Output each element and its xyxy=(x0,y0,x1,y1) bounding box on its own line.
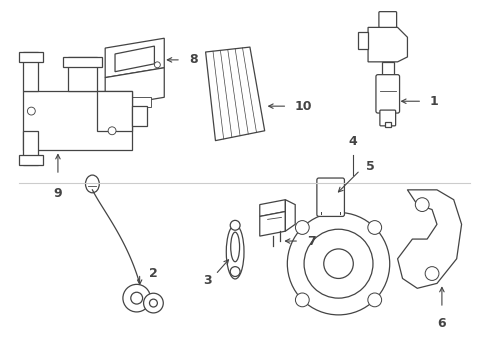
Polygon shape xyxy=(105,68,164,107)
Bar xyxy=(384,122,390,127)
Circle shape xyxy=(108,127,116,135)
Text: 10: 10 xyxy=(294,100,311,113)
Polygon shape xyxy=(23,131,38,165)
Ellipse shape xyxy=(230,232,239,262)
FancyBboxPatch shape xyxy=(379,110,395,126)
Text: 4: 4 xyxy=(348,135,357,148)
Circle shape xyxy=(304,229,372,298)
Circle shape xyxy=(143,293,163,313)
FancyBboxPatch shape xyxy=(316,178,344,216)
Polygon shape xyxy=(367,27,407,62)
Circle shape xyxy=(149,299,157,307)
Polygon shape xyxy=(259,212,285,236)
Polygon shape xyxy=(397,190,461,288)
Circle shape xyxy=(230,220,240,230)
Text: 5: 5 xyxy=(366,160,374,173)
Polygon shape xyxy=(23,91,131,150)
Circle shape xyxy=(323,249,352,278)
FancyBboxPatch shape xyxy=(378,12,396,27)
Polygon shape xyxy=(68,57,97,91)
Polygon shape xyxy=(97,91,131,131)
Circle shape xyxy=(122,284,150,312)
Circle shape xyxy=(130,292,142,304)
Polygon shape xyxy=(19,156,43,165)
Circle shape xyxy=(295,293,308,307)
Polygon shape xyxy=(23,52,38,91)
Polygon shape xyxy=(285,200,295,231)
Text: 1: 1 xyxy=(428,95,437,108)
Bar xyxy=(381,62,393,77)
Circle shape xyxy=(414,198,428,212)
Polygon shape xyxy=(358,32,367,49)
Text: 8: 8 xyxy=(188,53,197,66)
Circle shape xyxy=(287,212,389,315)
Circle shape xyxy=(27,107,35,115)
Text: 7: 7 xyxy=(306,235,315,248)
Circle shape xyxy=(295,221,308,234)
Polygon shape xyxy=(259,200,285,216)
Text: 9: 9 xyxy=(54,187,62,200)
Text: 2: 2 xyxy=(149,267,158,280)
Circle shape xyxy=(230,267,240,276)
Polygon shape xyxy=(105,38,164,78)
Circle shape xyxy=(424,267,438,280)
Circle shape xyxy=(367,293,381,307)
Polygon shape xyxy=(19,52,43,62)
Polygon shape xyxy=(63,57,102,67)
Circle shape xyxy=(367,221,381,234)
Polygon shape xyxy=(205,47,264,141)
Bar xyxy=(129,97,151,107)
Ellipse shape xyxy=(226,225,244,279)
Polygon shape xyxy=(115,46,154,72)
Polygon shape xyxy=(131,106,146,126)
Circle shape xyxy=(154,62,160,68)
Ellipse shape xyxy=(85,175,99,193)
FancyBboxPatch shape xyxy=(375,75,399,113)
Text: 3: 3 xyxy=(203,274,211,287)
Text: 6: 6 xyxy=(437,317,446,330)
